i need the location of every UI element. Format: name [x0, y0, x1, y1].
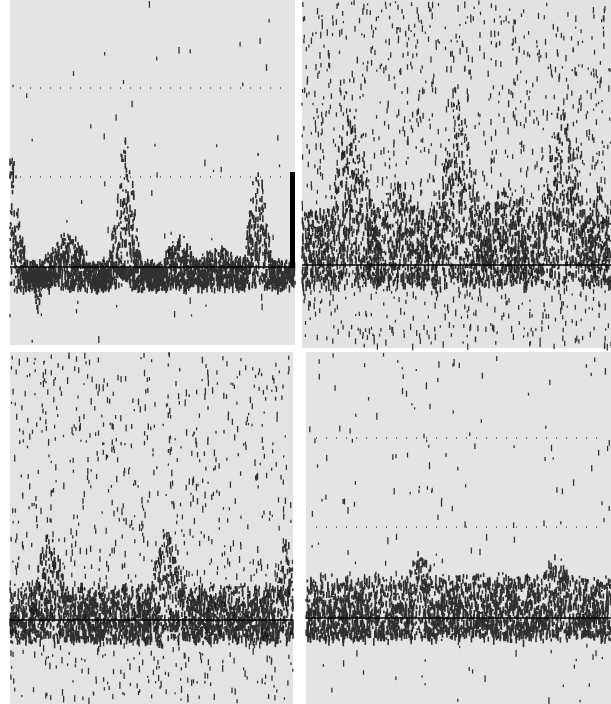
panel-4 [306, 352, 611, 704]
panel-1 [10, 0, 295, 345]
scale-bar [290, 172, 295, 268]
